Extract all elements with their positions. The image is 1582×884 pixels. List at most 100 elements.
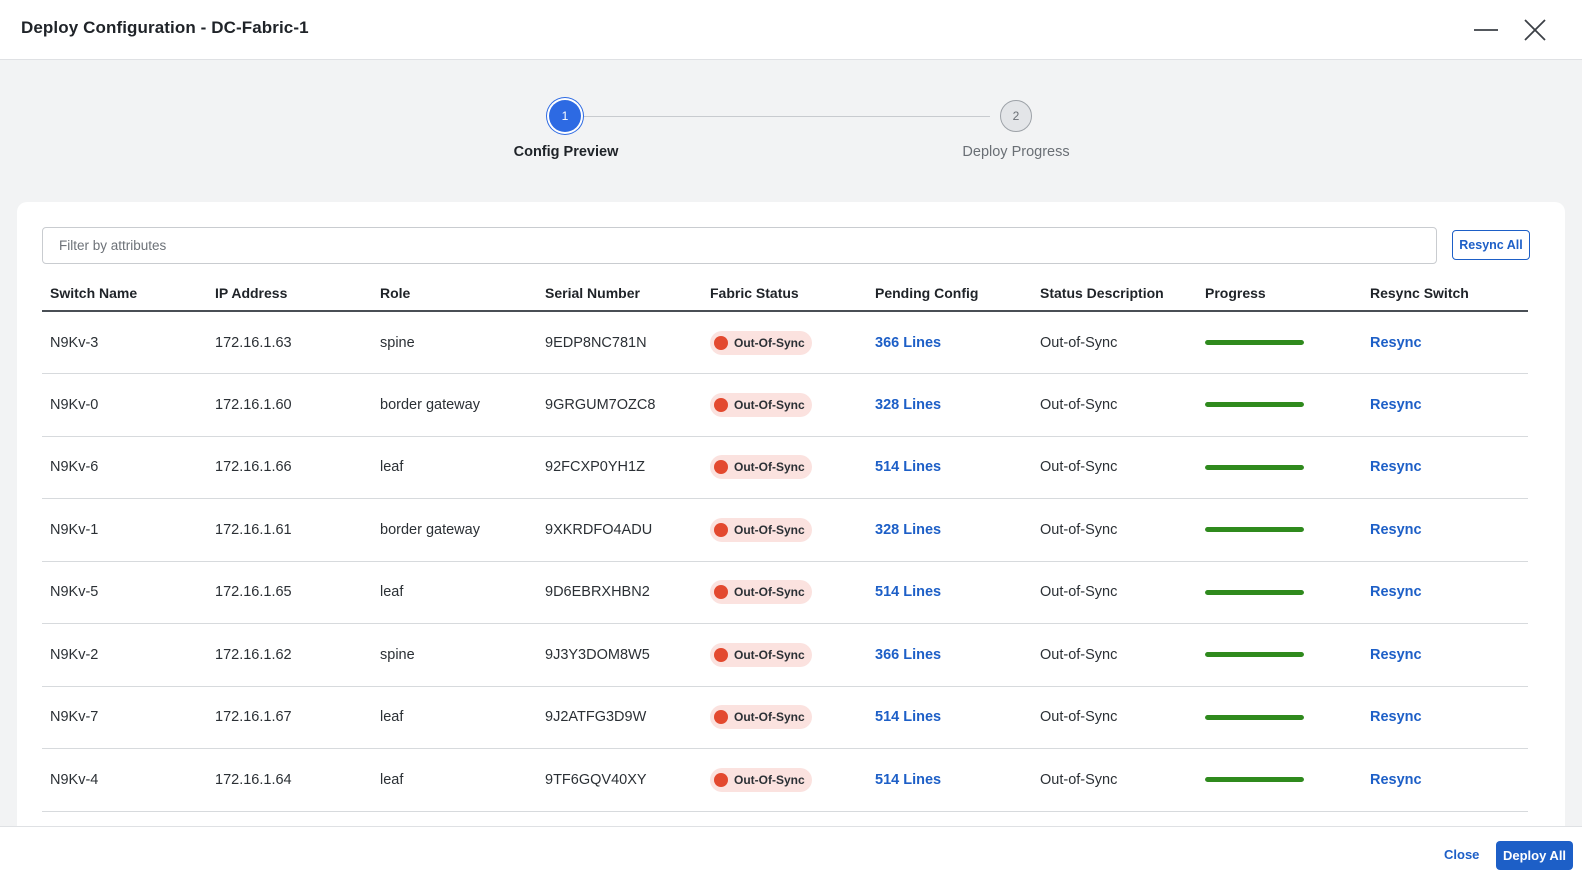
pending-config-link[interactable]: 328 Lines — [875, 521, 942, 538]
fabric-status-cell: Out-Of-Sync — [702, 561, 867, 624]
resync-link[interactable]: Resync — [1370, 396, 1422, 413]
pending-config-link[interactable]: 514 Lines — [875, 771, 942, 788]
column-header-resync-switch[interactable]: Resync Switch — [1362, 276, 1528, 312]
progress-bar — [1205, 464, 1304, 470]
status-dot-icon — [714, 335, 728, 350]
table-row[interactable]: N9Kv-4 172.16.1.64 leaf 9TF6GQV40XY Out-Of-S… — [42, 748, 1528, 812]
status-badge-label: Out-Of-Sync — [734, 647, 805, 662]
status-badge-label: Out-Of-Sync — [734, 460, 805, 475]
progress-bar — [1205, 652, 1304, 658]
resync-all-button[interactable]: Resync All — [1452, 230, 1530, 260]
pending-config-cell: 366 Lines — [867, 311, 1032, 374]
progress-bar — [1205, 340, 1304, 345]
table-row[interactable]: N9Kv-2 172.16.1.62 spine 9J3Y3DOM8W5 Out-Of-… — [42, 623, 1528, 687]
resync-link[interactable]: Resync — [1370, 459, 1422, 476]
step-1-indicator[interactable]: 1 — [549, 100, 581, 132]
resync-link[interactable]: Resync — [1370, 646, 1422, 663]
progress-cell — [1197, 436, 1362, 499]
progress-cell — [1197, 498, 1362, 562]
resync-link[interactable]: Resync — [1370, 584, 1422, 601]
status-badge-label: Out-Of-Sync — [734, 335, 805, 350]
config-preview-card: Resync All Switch Name IP Address Role S… — [17, 202, 1565, 842]
progress-cell — [1197, 373, 1362, 437]
pending-config-link[interactable]: 328 Lines — [875, 396, 942, 413]
status-badge: Out-Of-Sync — [710, 392, 812, 417]
minimize-button[interactable] — [1470, 14, 1502, 46]
status-badge: Out-Of-Sync — [710, 517, 812, 542]
resync-link[interactable]: Resync — [1370, 334, 1422, 351]
progress-bar — [1205, 527, 1304, 533]
ip-address-cell: 172.16.1.67 — [207, 686, 372, 749]
step-2-label: Deploy Progress — [962, 144, 1070, 160]
progress-bar-fill — [1205, 652, 1304, 658]
status-badge: Out-Of-Sync — [710, 767, 812, 792]
pending-config-link[interactable]: 514 Lines — [875, 709, 942, 726]
resync-switch-cell: Resync — [1362, 436, 1528, 499]
status-description-cell: Out-of-Sync — [1032, 373, 1197, 437]
column-header-switch-name[interactable]: Switch Name — [42, 276, 207, 312]
fabric-status-cell: Out-Of-Sync — [702, 686, 867, 749]
switch-name-cell: N9Kv-0 — [42, 373, 207, 437]
status-dot-icon — [714, 522, 728, 537]
column-header-fabric-status[interactable]: Fabric Status — [702, 276, 867, 312]
step-2-indicator[interactable]: 2 — [1000, 100, 1032, 132]
column-header-ip-address[interactable]: IP Address — [207, 276, 372, 312]
status-description-cell: Out-of-Sync — [1032, 686, 1197, 749]
status-description-cell: Out-of-Sync — [1032, 311, 1197, 374]
pending-config-link[interactable]: 366 Lines — [875, 334, 942, 351]
close-button[interactable]: Close — [1444, 847, 1480, 862]
column-header-progress[interactable]: Progress — [1197, 276, 1362, 312]
role-cell: leaf — [372, 686, 537, 749]
ip-address-cell: 172.16.1.66 — [207, 436, 372, 499]
table-row[interactable]: N9Kv-5 172.16.1.65 leaf 9D6EBRXHBN2 Out-Of-S… — [42, 561, 1528, 624]
resync-switch-cell: Resync — [1362, 311, 1528, 374]
table-row[interactable]: N9Kv-3 172.16.1.63 spine 9EDP8NC781N Out-Of-… — [42, 311, 1528, 374]
switch-table: Switch Name IP Address Role Serial Numbe… — [42, 276, 1528, 812]
close-dialog-button[interactable] — [1519, 14, 1551, 46]
filter-input[interactable] — [42, 227, 1437, 264]
pending-config-link[interactable]: 514 Lines — [875, 459, 942, 476]
status-dot-icon — [714, 585, 728, 600]
role-cell: spine — [372, 623, 537, 687]
serial-number-cell: 9XKRDFO4ADU — [537, 498, 702, 562]
column-header-pending-config[interactable]: Pending Config — [867, 276, 1032, 312]
progress-bar-fill — [1205, 589, 1304, 595]
switch-name-cell: N9Kv-3 — [42, 311, 207, 374]
pending-config-cell: 514 Lines — [867, 748, 1032, 812]
status-badge-label: Out-Of-Sync — [734, 710, 805, 725]
resync-link[interactable]: Resync — [1370, 521, 1422, 538]
ip-address-cell: 172.16.1.60 — [207, 373, 372, 437]
column-header-serial-number[interactable]: Serial Number — [537, 276, 702, 312]
status-description-cell: Out-of-Sync — [1032, 561, 1197, 624]
pending-config-link[interactable]: 366 Lines — [875, 646, 942, 663]
table-row[interactable]: N9Kv-1 172.16.1.61 border gateway 9XKRDFO4A… — [42, 498, 1528, 562]
pending-config-cell: 514 Lines — [867, 436, 1032, 499]
pending-config-link[interactable]: 514 Lines — [875, 584, 942, 601]
table-row[interactable]: N9Kv-0 172.16.1.60 border gateway 9GRGUM7OZ… — [42, 373, 1528, 437]
table-body: N9Kv-3 172.16.1.63 spine 9EDP8NC781N Out-Of-… — [42, 311, 1528, 812]
pending-config-cell: 366 Lines — [867, 623, 1032, 687]
progress-bar-fill — [1205, 777, 1304, 783]
fabric-status-cell: Out-Of-Sync — [702, 436, 867, 499]
resync-switch-cell: Resync — [1362, 561, 1528, 624]
column-header-status-description[interactable]: Status Description — [1032, 276, 1197, 312]
deploy-all-button[interactable]: Deploy All — [1496, 841, 1573, 870]
fabric-status-cell: Out-Of-Sync — [702, 498, 867, 562]
resync-link[interactable]: Resync — [1370, 771, 1422, 788]
switch-name-cell: N9Kv-5 — [42, 561, 207, 624]
progress-bar-fill — [1205, 340, 1304, 345]
step-1-label: Config Preview — [513, 144, 619, 160]
resync-link[interactable]: Resync — [1370, 709, 1422, 726]
dialog-title: Deploy Configuration - DC-Fabric-1 — [21, 18, 309, 37]
table-row[interactable]: N9Kv-7 172.16.1.67 leaf 9J2ATFG3D9W Out-Of-S… — [42, 686, 1528, 749]
serial-number-cell: 9D6EBRXHBN2 — [537, 561, 702, 624]
fabric-status-cell: Out-Of-Sync — [702, 373, 867, 437]
progress-bar-fill — [1205, 527, 1304, 533]
resync-switch-cell: Resync — [1362, 686, 1528, 749]
column-header-role[interactable]: Role — [372, 276, 537, 312]
status-badge: Out-Of-Sync — [710, 455, 812, 480]
table-row[interactable]: N9Kv-6 172.16.1.66 leaf 92FCXP0YH1Z Out-Of-S… — [42, 436, 1528, 499]
role-cell: border gateway — [372, 373, 537, 437]
status-badge-label: Out-Of-Sync — [734, 772, 805, 787]
pending-config-cell: 514 Lines — [867, 561, 1032, 624]
